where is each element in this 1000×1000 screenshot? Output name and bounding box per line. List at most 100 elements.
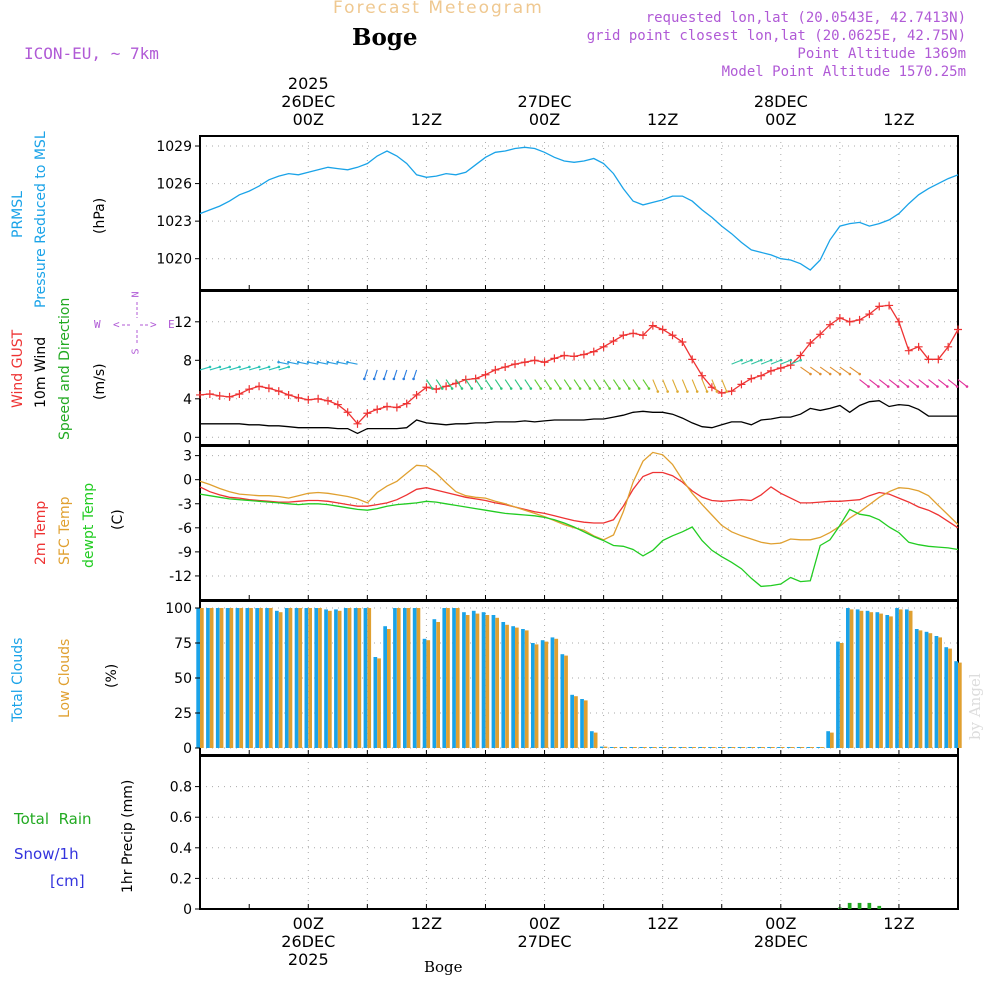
wind-direction-arrowhead: [500, 387, 503, 390]
wind-direction-arrow: [494, 379, 502, 389]
clouds-bar-total-clouds: [550, 637, 555, 748]
gust-point: [914, 342, 923, 351]
gust-point: [511, 360, 520, 369]
wind-direction-arrow: [947, 379, 958, 387]
temperature-series-sfc-temp: [199, 451, 959, 545]
wind-direction-arrowhead: [450, 387, 454, 390]
clouds-bar-total-clouds: [403, 608, 407, 748]
wind-direction-arrow: [337, 361, 348, 365]
bottom-time-label-line: 00Z: [528, 914, 561, 933]
clouds-bar-low-clouds: [387, 629, 391, 748]
wind-direction-arrowhead: [637, 387, 641, 390]
compass-east: E: [168, 318, 175, 331]
wind-direction-arrow: [373, 369, 378, 380]
wind-direction-arrow: [859, 379, 869, 387]
wind-direction-arrowhead: [618, 387, 621, 390]
wind-direction-arrowhead: [296, 360, 300, 364]
gust-point: [786, 361, 795, 370]
gust-point: [717, 389, 726, 398]
clouds-bar-low-clouds: [554, 638, 559, 748]
clouds-bar-low-clouds: [288, 608, 293, 748]
wind-direction-arrowhead: [549, 387, 552, 390]
wind-direction-arrow: [229, 366, 240, 371]
temperature-ytick-label: -3: [178, 497, 192, 513]
gust-point: [904, 346, 913, 355]
rain-legend: Total Rain: [14, 810, 92, 828]
clouds-bar-total-clouds: [954, 661, 958, 748]
wind-direction-arrow: [563, 379, 571, 389]
location-title: Boge: [352, 24, 418, 51]
temperature-ytick-label: 3: [183, 449, 192, 465]
clouds-bar-total-clouds: [777, 747, 781, 748]
wind-direction-arrow: [918, 379, 928, 387]
clouds-bar-low-clouds: [564, 655, 568, 748]
clouds-bar-low-clouds: [455, 608, 460, 748]
clouds-bar-low-clouds: [692, 747, 696, 748]
watermark: by Angel: [966, 673, 984, 740]
clouds-bar-total-clouds: [255, 608, 259, 748]
gust-point: [599, 342, 608, 351]
axis-ticks: 1029 1026 1023 1020 12 8 4 0 3 0 -3 -6 -9 -12 100 75 50 2…: [156, 139, 959, 918]
clouds-bar-low-clouds: [268, 608, 273, 748]
clouds-bar-low-clouds: [259, 608, 263, 748]
clouds-bar-total-clouds: [826, 731, 830, 748]
gust-point: [333, 400, 342, 409]
gust-point: [461, 375, 470, 384]
precip-ytick-label: 0.4: [170, 841, 192, 857]
wind-direction-arrowhead: [490, 387, 493, 390]
top-time-label-line: 2025: [287, 74, 329, 93]
wind-direction-arrow: [642, 379, 650, 389]
wind-series-10m-wind: [200, 400, 958, 435]
clouds-bar-low-clouds: [702, 747, 706, 748]
clouds-bar-low-clouds: [465, 615, 470, 748]
clouds-bar-low-clouds: [790, 747, 795, 748]
wind-direction-arrow: [701, 379, 708, 392]
wind-ytick-label: 8: [183, 353, 192, 369]
clouds-bar-total-clouds: [924, 631, 929, 748]
wind-direction-arrow: [612, 379, 620, 389]
snow-unit-legend: [cm]: [50, 872, 85, 890]
clouds-bar-total-clouds: [314, 608, 319, 748]
wind-direction-arrow: [603, 379, 611, 389]
wind-direction-arrow: [258, 366, 270, 371]
clouds-bar-total-clouds: [639, 747, 643, 748]
clouds-bar-total-clouds: [235, 608, 240, 748]
wind-ytick-label: 0: [183, 430, 192, 446]
wind-direction-arrowhead: [936, 385, 939, 388]
wind-direction-arrow: [435, 379, 443, 389]
clouds-bar-total-clouds: [698, 747, 702, 748]
wind-direction-arrow: [573, 379, 581, 389]
wind-direction-arrow: [504, 379, 512, 389]
wind-direction-arrow: [278, 361, 289, 365]
gust-point: [284, 390, 293, 399]
clouds-bar-total-clouds: [215, 608, 220, 748]
pressure-ytick-label: 1020: [156, 252, 192, 268]
gust-point: [816, 330, 825, 339]
wind-direction-arrow: [514, 379, 522, 389]
clouds-bar-total-clouds: [393, 608, 397, 748]
wind-direction-arrowhead: [819, 372, 822, 376]
clouds-bar-low-clouds: [839, 643, 844, 748]
gust-point: [323, 396, 332, 405]
gust-point: [894, 317, 903, 326]
wind-direction-arrowhead: [568, 387, 572, 390]
clouds-bar-low-clouds: [328, 610, 332, 748]
wind-direction-arrowhead: [470, 387, 474, 390]
gust-point: [885, 301, 894, 310]
gust-point: [550, 354, 559, 363]
wind-direction-arrowhead: [306, 360, 310, 364]
gust-point: [924, 355, 933, 364]
gust-point: [698, 371, 707, 380]
bottom-time-label-line: 00Z: [765, 914, 797, 933]
gust-point: [747, 374, 756, 383]
clouds-bar-low-clouds: [879, 613, 883, 748]
precip-bar-total-rain: [857, 902, 862, 909]
wind-direction-arrow: [249, 366, 260, 371]
gust-point: [678, 338, 687, 347]
wind-direction-arrow: [413, 369, 418, 380]
gust-point: [353, 419, 362, 428]
wind-direction-arrow: [829, 366, 841, 375]
clouds-bar-low-clouds: [505, 624, 509, 748]
wind-direction-arrowhead: [480, 387, 483, 390]
gust-point: [196, 390, 204, 399]
